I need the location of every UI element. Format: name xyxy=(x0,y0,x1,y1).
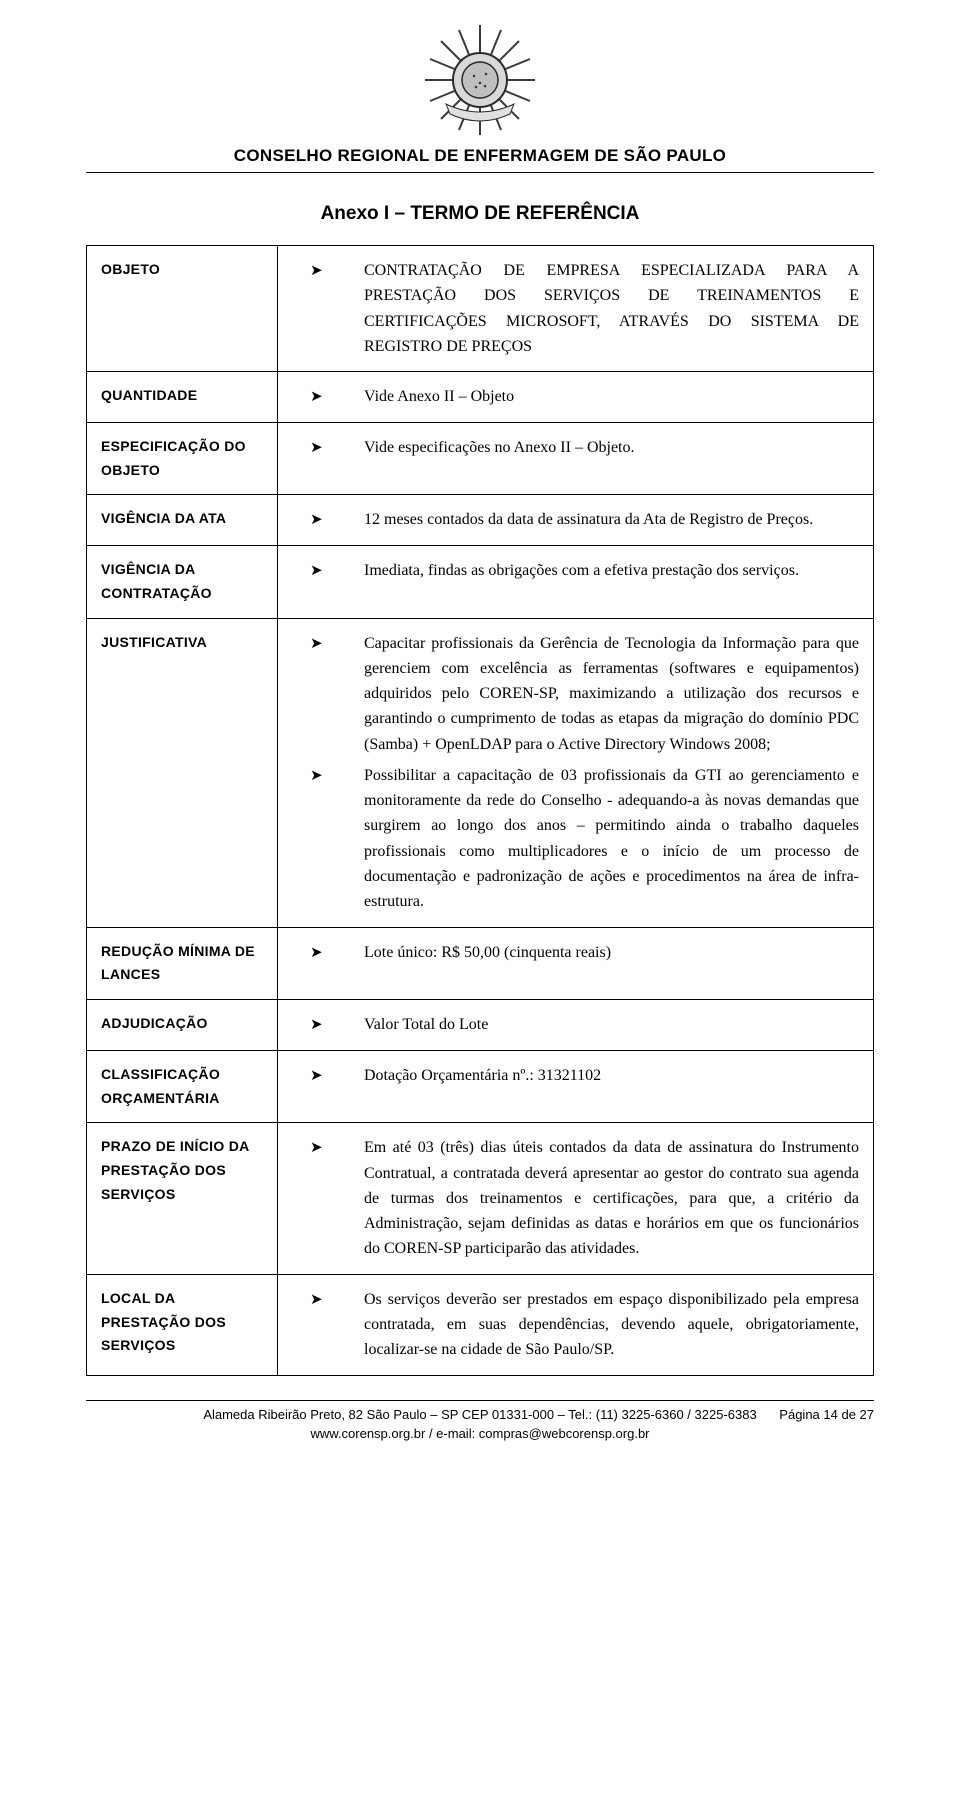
row-label: CLASSIFICAÇÃO ORÇAMENTÁRIA xyxy=(87,1050,278,1123)
row-content: ➤Vide especificações no Anexo II – Objet… xyxy=(278,422,874,495)
item-text: Os serviços deverão ser prestados em esp… xyxy=(364,1287,859,1363)
row-label: ESPECIFICAÇÃO DO OBJETO xyxy=(87,422,278,495)
row-content: ➤CONTRATAÇÃO DE EMPRESA ESPECIALIZADA PA… xyxy=(278,246,874,372)
footer-address: Alameda Ribeirão Preto, 82 São Paulo – S… xyxy=(86,1405,874,1425)
row-label: LOCAL DA PRESTAÇÃO DOS SERVIÇOS xyxy=(87,1274,278,1375)
bullet-icon: ➤ xyxy=(292,1063,364,1089)
page: CONSELHO REGIONAL DE ENFERMAGEM DE SÃO P… xyxy=(0,0,960,1798)
bullet-icon: ➤ xyxy=(292,763,364,915)
row-content: ➤Capacitar profissionais da Gerência de … xyxy=(278,618,874,927)
bullet-icon: ➤ xyxy=(292,1287,364,1363)
page-number: Página 14 de 27 xyxy=(779,1405,874,1425)
item-text: Lote único: R$ 50,00 (cinquenta reais) xyxy=(364,940,859,966)
bullet-icon: ➤ xyxy=(292,558,364,584)
item-text: 12 meses contados da data de assinatura … xyxy=(364,507,859,533)
list-item: ➤Capacitar profissionais da Gerência de … xyxy=(292,631,859,757)
list-item: ➤Lote único: R$ 50,00 (cinquenta reais) xyxy=(292,940,859,966)
row-label: OBJETO xyxy=(87,246,278,372)
row-label: PRAZO DE INÍCIO DA PRESTAÇÃO DOS SERVIÇO… xyxy=(87,1123,278,1274)
row-content: ➤Em até 03 (três) dias úteis contados da… xyxy=(278,1123,874,1274)
anexo-title: Anexo I – TERMO DE REFERÊNCIA xyxy=(86,203,874,225)
row-label: VIGÊNCIA DA ATA xyxy=(87,495,278,546)
list-item: ➤Imediata, findas as obrigações com a ef… xyxy=(292,558,859,584)
item-text: Vide Anexo II – Objeto xyxy=(364,384,859,410)
table-row: OBJETO➤CONTRATAÇÃO DE EMPRESA ESPECIALIZ… xyxy=(87,246,874,372)
row-content: ➤Imediata, findas as obrigações com a ef… xyxy=(278,546,874,619)
header-rule xyxy=(86,172,874,173)
row-content: ➤12 meses contados da data de assinatura… xyxy=(278,495,874,546)
row-label: VIGÊNCIA DA CONTRATAÇÃO xyxy=(87,546,278,619)
row-label: JUSTIFICATIVA xyxy=(87,618,278,927)
list-item: ➤Dotação Orçamentária nº.: 31321102 xyxy=(292,1063,859,1089)
row-content: ➤Dotação Orçamentária nº.: 31321102 xyxy=(278,1050,874,1123)
table-row: PRAZO DE INÍCIO DA PRESTAÇÃO DOS SERVIÇO… xyxy=(87,1123,874,1274)
table-row: CLASSIFICAÇÃO ORÇAMENTÁRIA ➤Dotação Orçam… xyxy=(87,1050,874,1123)
org-title: CONSELHO REGIONAL DE ENFERMAGEM DE SÃO P… xyxy=(86,146,874,166)
list-item: ➤Vide Anexo II – Objeto xyxy=(292,384,859,410)
table-row: ADJUDICAÇÃO ➤Valor Total do Lote xyxy=(87,1000,874,1051)
table-row: JUSTIFICATIVA➤Capacitar profissionais da… xyxy=(87,618,874,927)
item-text: Dotação Orçamentária nº.: 31321102 xyxy=(364,1063,859,1089)
list-item: ➤Os serviços deverão ser prestados em es… xyxy=(292,1287,859,1363)
bullet-icon: ➤ xyxy=(292,631,364,757)
list-item: ➤Valor Total do Lote xyxy=(292,1012,859,1038)
table-row: QUANTIDADE ➤Vide Anexo II – Objeto xyxy=(87,372,874,423)
table-row: ESPECIFICAÇÃO DO OBJETO ➤Vide especificaç… xyxy=(87,422,874,495)
row-content: ➤Valor Total do Lote xyxy=(278,1000,874,1051)
item-text: Vide especificações no Anexo II – Objeto… xyxy=(364,435,859,461)
row-label: ADJUDICAÇÃO xyxy=(87,1000,278,1051)
list-item: ➤CONTRATAÇÃO DE EMPRESA ESPECIALIZADA PA… xyxy=(292,258,859,359)
item-text: Em até 03 (três) dias úteis contados da … xyxy=(364,1135,859,1261)
row-content: ➤Os serviços deverão ser prestados em es… xyxy=(278,1274,874,1375)
row-label: QUANTIDADE xyxy=(87,372,278,423)
footer-rule xyxy=(86,1400,874,1401)
item-text: Possibilitar a capacitação de 03 profiss… xyxy=(364,763,859,915)
row-content: ➤Vide Anexo II – Objeto xyxy=(278,372,874,423)
coat-of-arms-icon xyxy=(420,20,540,140)
item-text: Imediata, findas as obrigações com a efe… xyxy=(364,558,859,584)
table-row: VIGÊNCIA DA CONTRATAÇÃO ➤Imediata, findas… xyxy=(87,546,874,619)
item-text: CONTRATAÇÃO DE EMPRESA ESPECIALIZADA PAR… xyxy=(364,258,859,359)
bullet-icon: ➤ xyxy=(292,258,364,359)
table-row: LOCAL DA PRESTAÇÃO DOS SERVIÇOS➤Os servi… xyxy=(87,1274,874,1375)
list-item: ➤12 meses contados da data de assinatura… xyxy=(292,507,859,533)
table-row: REDUÇÃO MÍNIMA DE LANCES ➤Lote único: R$ … xyxy=(87,927,874,1000)
row-content: ➤Lote único: R$ 50,00 (cinquenta reais) xyxy=(278,927,874,1000)
bullet-icon: ➤ xyxy=(292,1012,364,1038)
footer-contact: www.corensp.org.br / e-mail: compras@web… xyxy=(86,1424,874,1444)
item-text: Capacitar profissionais da Gerência de T… xyxy=(364,631,859,757)
bullet-icon: ➤ xyxy=(292,507,364,533)
table-row: VIGÊNCIA DA ATA ➤12 meses contados da dat… xyxy=(87,495,874,546)
item-text: Valor Total do Lote xyxy=(364,1012,859,1038)
bullet-icon: ➤ xyxy=(292,1135,364,1261)
row-label: REDUÇÃO MÍNIMA DE LANCES xyxy=(87,927,278,1000)
bullet-icon: ➤ xyxy=(292,940,364,966)
bullet-icon: ➤ xyxy=(292,435,364,461)
page-header: CONSELHO REGIONAL DE ENFERMAGEM DE SÃO P… xyxy=(86,20,874,225)
list-item: ➤Possibilitar a capacitação de 03 profis… xyxy=(292,763,859,915)
list-item: ➤Vide especificações no Anexo II – Objet… xyxy=(292,435,859,461)
list-item: ➤Em até 03 (três) dias úteis contados da… xyxy=(292,1135,859,1261)
bullet-icon: ➤ xyxy=(292,384,364,410)
reference-table: OBJETO➤CONTRATAÇÃO DE EMPRESA ESPECIALIZ… xyxy=(86,245,874,1376)
page-footer: Página 14 de 27 Alameda Ribeirão Preto, … xyxy=(86,1405,874,1444)
